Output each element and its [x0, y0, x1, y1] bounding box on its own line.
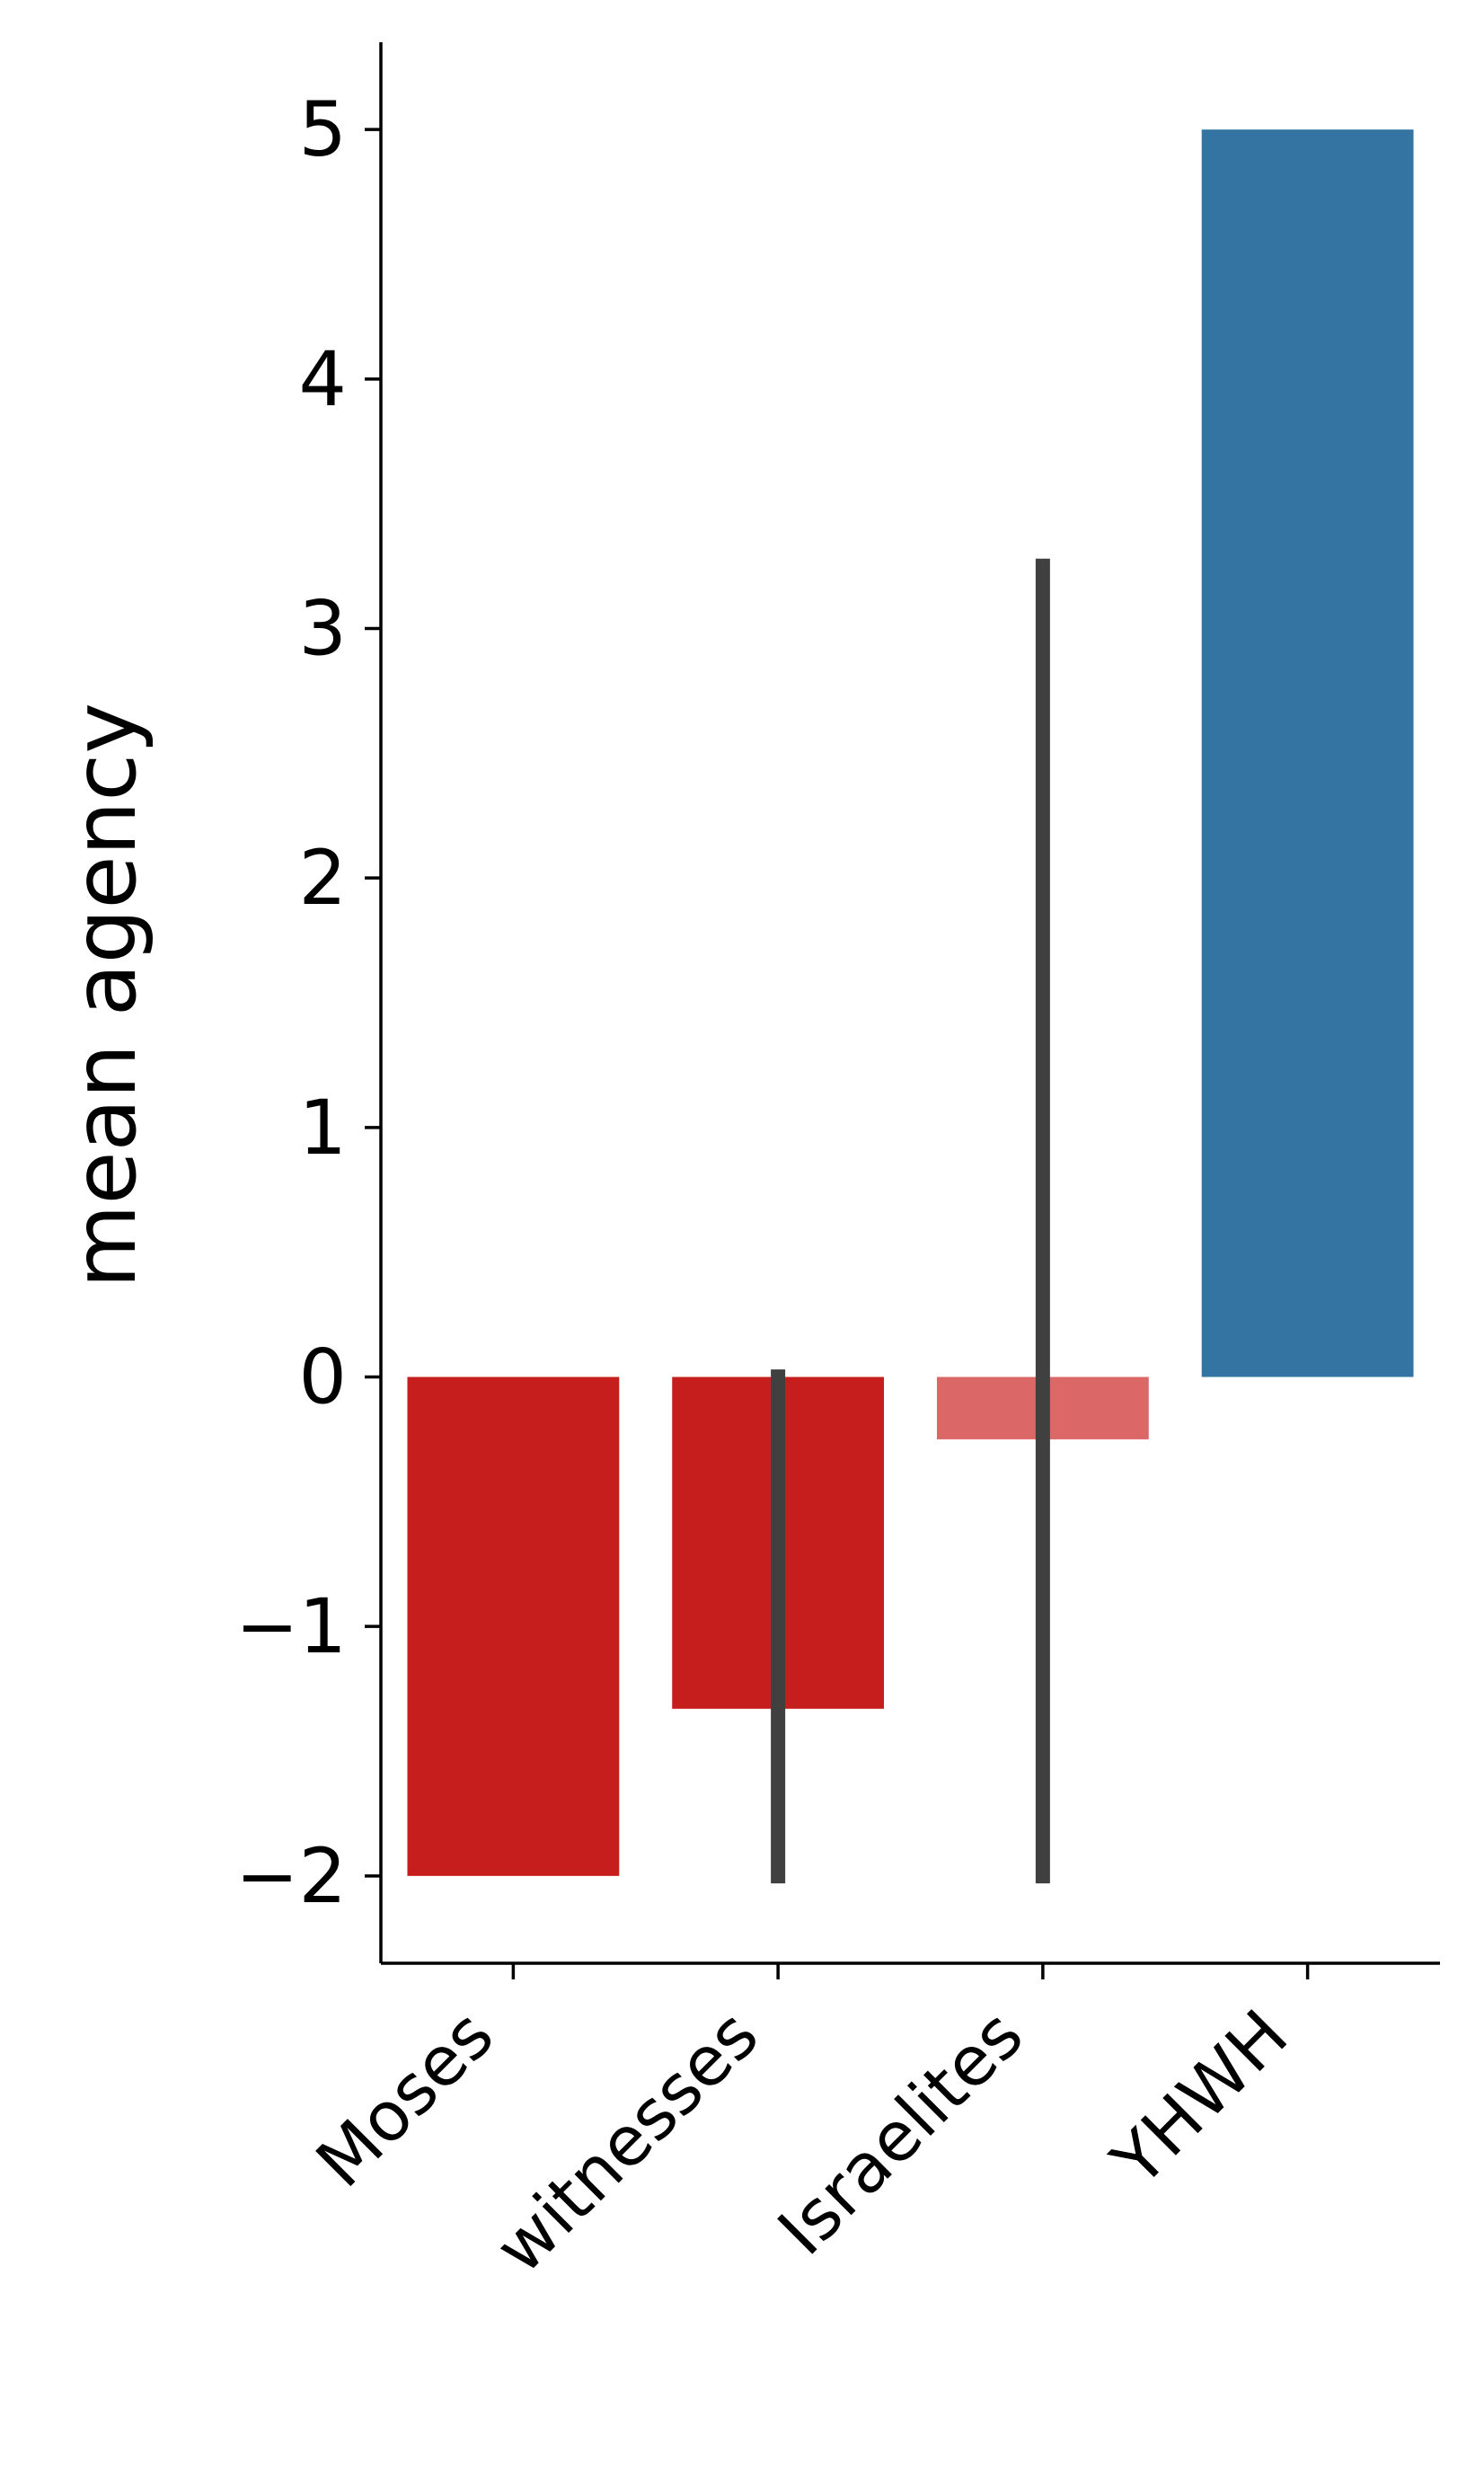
x-tick-label-yhwh: YHWH [1096, 1995, 1303, 2201]
y-tick-label: 3 [299, 585, 347, 673]
y-tick-label: −1 [235, 1582, 347, 1670]
y-tick-label: −2 [235, 1832, 347, 1920]
y-axis-label: mean agency [55, 703, 155, 1288]
x-tick-label-israelites: Israelites [763, 1995, 1038, 2271]
bar-moses [407, 1377, 620, 1876]
y-tick-label: 5 [299, 85, 347, 173]
x-tick-label-moses: Moses [301, 1995, 508, 2202]
y-tick-label: 4 [299, 335, 347, 423]
y-tick-label: 1 [299, 1084, 347, 1172]
y-axis: 5 4 3 2 1 0 −1 −2 [235, 42, 383, 1963]
error-bars-group [771, 558, 1050, 1884]
bar-yhwh [1201, 129, 1414, 1377]
bars-group [407, 129, 1414, 1876]
x-tick-label-witnesses: witnesses [480, 1995, 773, 2289]
y-tick-label: 2 [299, 834, 347, 922]
y-tick-label: 0 [299, 1332, 347, 1421]
